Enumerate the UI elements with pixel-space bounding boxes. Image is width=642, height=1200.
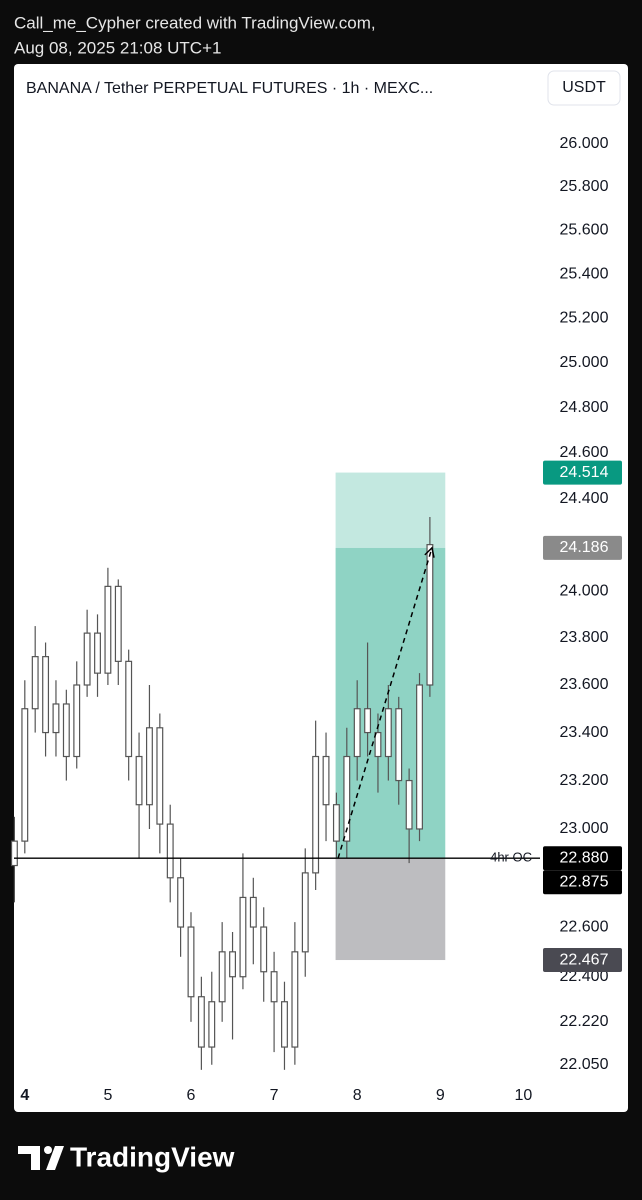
y-tick-label: 25.400 bbox=[560, 265, 609, 282]
y-tick-label: 22.050 bbox=[560, 1056, 609, 1073]
y-tick-label: 22.220 bbox=[560, 1013, 609, 1030]
h-line-label: 4hr OC bbox=[490, 850, 532, 865]
y-tick-label: 23.600 bbox=[560, 676, 609, 693]
candle-body bbox=[114, 585, 122, 662]
trend-arrow bbox=[337, 547, 433, 859]
candle-body bbox=[353, 708, 361, 758]
y-tick-label: 23.200 bbox=[560, 772, 609, 789]
price-label-box bbox=[543, 948, 622, 973]
currency[interactable]: USDT bbox=[562, 79, 606, 96]
candle-body bbox=[416, 684, 423, 830]
x-tick-label: 9 bbox=[436, 1087, 445, 1104]
candle-body bbox=[177, 877, 185, 928]
stop-zone bbox=[335, 858, 446, 961]
y-tick-label: 25.200 bbox=[560, 310, 609, 327]
chart-title: BANANA / Tether PERPETUAL FUTURES · 1h ·… bbox=[26, 80, 433, 97]
x-tick-label: 8 bbox=[353, 1087, 362, 1104]
y-tick-label: 24.800 bbox=[560, 399, 609, 416]
y-tick-label: 25.800 bbox=[560, 178, 609, 195]
brand-logo bbox=[18, 1146, 64, 1170]
candle-body bbox=[322, 755, 330, 806]
y-tick-label: 25.600 bbox=[560, 221, 609, 238]
candle-body bbox=[104, 585, 112, 674]
x-tick-label: 10 bbox=[514, 1087, 532, 1104]
candle-body bbox=[281, 1001, 288, 1048]
price-label: 22.467 bbox=[560, 951, 609, 968]
price-label-box bbox=[543, 460, 622, 485]
candle-body bbox=[395, 708, 403, 782]
arrow-head bbox=[424, 546, 435, 558]
y-tick-label: 23.000 bbox=[560, 820, 609, 837]
x-tick-label: 6 bbox=[187, 1087, 196, 1104]
y-tick-label: 24.400 bbox=[560, 490, 609, 507]
candle-body bbox=[73, 684, 81, 758]
y-tick-label: 22.600 bbox=[560, 918, 609, 935]
price-label: 22.880 bbox=[560, 849, 609, 866]
x-tick-label: 5 bbox=[103, 1087, 112, 1104]
candle-body bbox=[229, 951, 236, 978]
candle-body bbox=[301, 872, 309, 953]
price-label: 24.514 bbox=[560, 464, 609, 481]
candle-body bbox=[208, 1001, 216, 1048]
y-tick-label: 22.400 bbox=[560, 968, 609, 985]
y-tick-label: 24.600 bbox=[560, 444, 609, 461]
candle-body bbox=[125, 660, 133, 758]
brand: TradingView bbox=[70, 1141, 235, 1172]
candle-body bbox=[31, 656, 39, 710]
x-tick-label: 7 bbox=[270, 1087, 279, 1104]
candle-body bbox=[21, 708, 29, 842]
candle-body bbox=[187, 926, 195, 998]
candle-body bbox=[135, 755, 143, 806]
y-tick-label: 24.000 bbox=[560, 582, 609, 599]
candle-body bbox=[145, 727, 153, 806]
price-label-box bbox=[543, 846, 622, 871]
candle-body bbox=[83, 632, 91, 686]
price-label: 22.875 bbox=[560, 873, 609, 890]
y-tick-label: 23.800 bbox=[560, 629, 609, 646]
candle-body bbox=[197, 996, 205, 1048]
candle-body bbox=[94, 632, 101, 674]
candle-body bbox=[239, 896, 247, 978]
credit: Call_me_Cypher created with TradingView.… bbox=[14, 13, 376, 32]
timestamp: Aug 08, 2025 21:08 UTC+1 bbox=[14, 38, 221, 57]
candle-body bbox=[384, 708, 392, 758]
candle-body bbox=[218, 951, 226, 1003]
price-label-box bbox=[543, 870, 622, 895]
price-label-box bbox=[543, 535, 622, 560]
x-tick-label: 4 bbox=[20, 1087, 29, 1104]
candle-body bbox=[42, 656, 50, 734]
candle-body bbox=[332, 804, 340, 842]
candle-body bbox=[166, 823, 174, 879]
candle-body bbox=[62, 703, 70, 758]
target-zone bbox=[335, 472, 446, 548]
candle-body bbox=[260, 926, 268, 973]
candle-body bbox=[249, 896, 257, 928]
y-tick-label: 26.000 bbox=[560, 135, 609, 152]
currency-button[interactable] bbox=[547, 70, 621, 106]
price-label: 24.186 bbox=[560, 539, 609, 556]
candle-body bbox=[426, 544, 434, 686]
candle-body bbox=[291, 951, 299, 1048]
candle-body bbox=[52, 703, 60, 734]
y-tick-label: 25.000 bbox=[560, 354, 609, 371]
candle-body bbox=[156, 727, 164, 825]
candle-body bbox=[364, 708, 372, 734]
candle-body bbox=[10, 840, 18, 867]
y-tick-label: 23.400 bbox=[560, 724, 609, 741]
candle-body bbox=[312, 755, 320, 874]
candle-body bbox=[343, 755, 351, 842]
candle-body bbox=[374, 731, 382, 758]
candle-body bbox=[405, 779, 413, 830]
candle-body bbox=[270, 971, 278, 1003]
